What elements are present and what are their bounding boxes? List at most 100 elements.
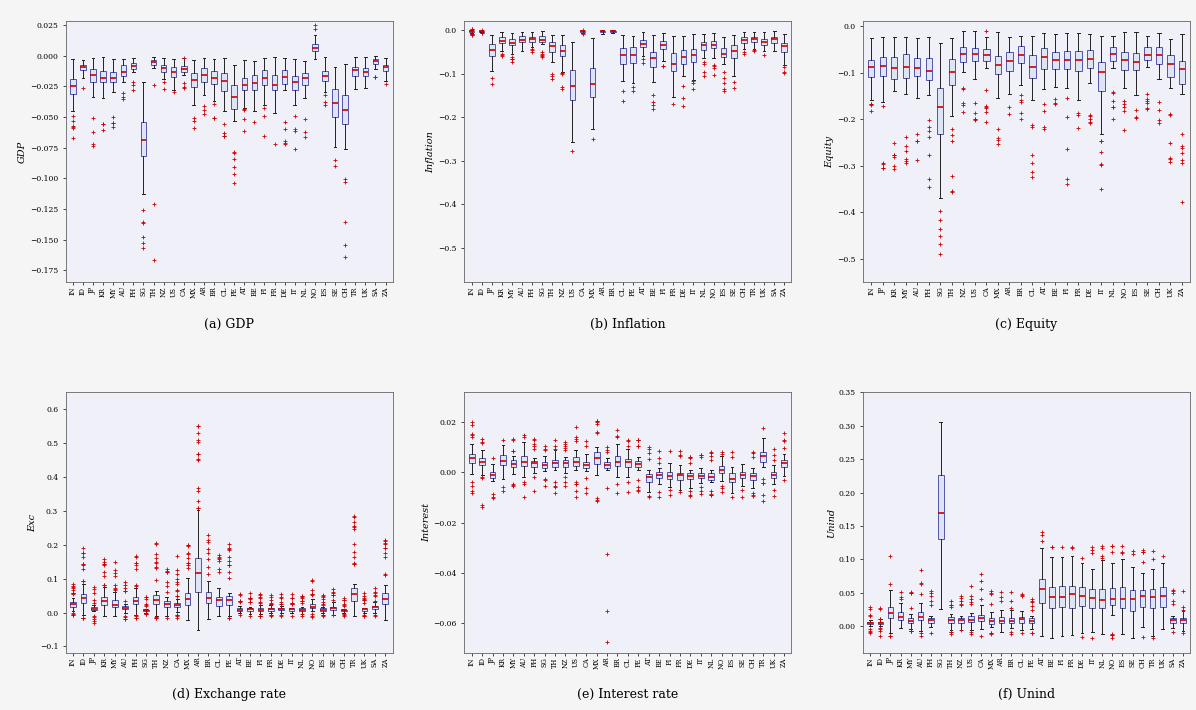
PathPatch shape bbox=[221, 73, 227, 91]
PathPatch shape bbox=[971, 48, 978, 61]
PathPatch shape bbox=[151, 60, 157, 65]
PathPatch shape bbox=[509, 39, 514, 45]
Y-axis label: Inflation: Inflation bbox=[427, 131, 435, 173]
PathPatch shape bbox=[90, 69, 96, 82]
PathPatch shape bbox=[742, 38, 746, 43]
PathPatch shape bbox=[195, 558, 201, 591]
PathPatch shape bbox=[1075, 50, 1081, 70]
PathPatch shape bbox=[898, 612, 903, 620]
PathPatch shape bbox=[590, 68, 596, 97]
PathPatch shape bbox=[353, 67, 358, 75]
PathPatch shape bbox=[1039, 579, 1044, 604]
PathPatch shape bbox=[868, 60, 874, 77]
PathPatch shape bbox=[1140, 589, 1146, 607]
PathPatch shape bbox=[657, 472, 663, 478]
PathPatch shape bbox=[71, 79, 75, 94]
PathPatch shape bbox=[914, 58, 921, 76]
PathPatch shape bbox=[1008, 618, 1014, 623]
PathPatch shape bbox=[751, 37, 757, 42]
PathPatch shape bbox=[701, 42, 707, 50]
PathPatch shape bbox=[531, 461, 537, 466]
PathPatch shape bbox=[995, 56, 1001, 74]
X-axis label: (e) Interest rate: (e) Interest rate bbox=[578, 688, 678, 701]
PathPatch shape bbox=[1006, 52, 1013, 71]
PathPatch shape bbox=[144, 610, 148, 611]
PathPatch shape bbox=[160, 65, 166, 72]
PathPatch shape bbox=[879, 57, 886, 75]
PathPatch shape bbox=[130, 63, 136, 69]
PathPatch shape bbox=[478, 31, 484, 32]
PathPatch shape bbox=[960, 47, 966, 62]
Y-axis label: Unind: Unind bbox=[826, 508, 836, 537]
PathPatch shape bbox=[1167, 55, 1173, 77]
PathPatch shape bbox=[80, 65, 86, 70]
PathPatch shape bbox=[569, 70, 575, 100]
PathPatch shape bbox=[268, 608, 274, 611]
PathPatch shape bbox=[372, 606, 378, 609]
PathPatch shape bbox=[660, 40, 666, 49]
PathPatch shape bbox=[1099, 589, 1105, 608]
PathPatch shape bbox=[640, 40, 646, 47]
PathPatch shape bbox=[279, 608, 285, 611]
PathPatch shape bbox=[102, 597, 108, 605]
PathPatch shape bbox=[519, 36, 525, 42]
PathPatch shape bbox=[620, 48, 626, 63]
PathPatch shape bbox=[781, 460, 787, 467]
PathPatch shape bbox=[100, 70, 106, 82]
PathPatch shape bbox=[352, 588, 356, 601]
PathPatch shape bbox=[1079, 587, 1085, 606]
PathPatch shape bbox=[257, 608, 263, 611]
PathPatch shape bbox=[708, 474, 714, 480]
PathPatch shape bbox=[593, 452, 599, 464]
PathPatch shape bbox=[891, 57, 897, 80]
PathPatch shape bbox=[600, 31, 605, 32]
PathPatch shape bbox=[164, 601, 170, 607]
PathPatch shape bbox=[133, 597, 139, 604]
PathPatch shape bbox=[191, 72, 196, 87]
PathPatch shape bbox=[511, 460, 517, 466]
PathPatch shape bbox=[1149, 589, 1155, 608]
PathPatch shape bbox=[500, 455, 506, 465]
PathPatch shape bbox=[948, 617, 953, 623]
PathPatch shape bbox=[651, 52, 655, 67]
PathPatch shape bbox=[867, 623, 873, 624]
PathPatch shape bbox=[489, 44, 494, 56]
PathPatch shape bbox=[887, 607, 893, 618]
PathPatch shape bbox=[730, 474, 734, 482]
PathPatch shape bbox=[1098, 62, 1105, 91]
PathPatch shape bbox=[1119, 587, 1125, 608]
PathPatch shape bbox=[530, 37, 535, 42]
PathPatch shape bbox=[341, 610, 347, 611]
PathPatch shape bbox=[332, 89, 338, 116]
PathPatch shape bbox=[342, 95, 348, 124]
PathPatch shape bbox=[978, 615, 984, 621]
PathPatch shape bbox=[549, 43, 555, 52]
PathPatch shape bbox=[917, 612, 923, 621]
PathPatch shape bbox=[948, 59, 954, 84]
PathPatch shape bbox=[489, 472, 495, 478]
PathPatch shape bbox=[1170, 618, 1176, 623]
PathPatch shape bbox=[91, 607, 97, 610]
PathPatch shape bbox=[237, 608, 243, 611]
PathPatch shape bbox=[1122, 52, 1128, 70]
PathPatch shape bbox=[499, 37, 505, 43]
Y-axis label: Interest: Interest bbox=[422, 503, 431, 542]
PathPatch shape bbox=[71, 602, 75, 606]
PathPatch shape bbox=[480, 459, 486, 466]
PathPatch shape bbox=[615, 457, 621, 466]
PathPatch shape bbox=[604, 462, 610, 468]
PathPatch shape bbox=[989, 618, 994, 623]
X-axis label: (a) GDP: (a) GDP bbox=[205, 317, 255, 331]
PathPatch shape bbox=[539, 36, 545, 42]
PathPatch shape bbox=[983, 49, 989, 61]
PathPatch shape bbox=[310, 604, 316, 608]
PathPatch shape bbox=[373, 59, 378, 63]
PathPatch shape bbox=[212, 71, 216, 84]
PathPatch shape bbox=[691, 50, 696, 62]
PathPatch shape bbox=[958, 618, 964, 623]
PathPatch shape bbox=[681, 50, 687, 64]
PathPatch shape bbox=[688, 473, 694, 479]
PathPatch shape bbox=[362, 68, 368, 77]
PathPatch shape bbox=[1052, 53, 1058, 70]
X-axis label: (c) Equity: (c) Equity bbox=[995, 317, 1057, 331]
